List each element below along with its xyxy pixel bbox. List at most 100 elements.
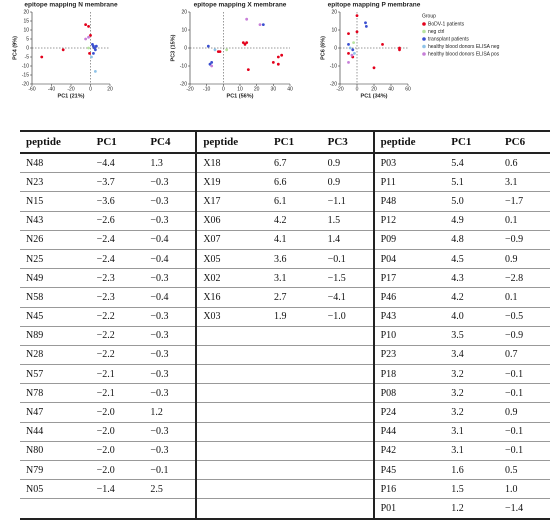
point — [258, 23, 262, 26]
table-cell: P12 — [372, 211, 446, 231]
table-cell: −0.1 — [498, 422, 550, 442]
table-cell: N15 — [20, 191, 91, 212]
point — [94, 44, 98, 48]
table-cell: −0.3 — [144, 307, 197, 327]
table-row: N15 −3.6 −0.3 X17 6.1 −1.1 P48 5.0 −1.7 — [20, 191, 550, 212]
table-cell: −2.4 — [90, 230, 145, 250]
table-cell: X19 — [195, 172, 268, 193]
table-cell: −0.4 — [144, 249, 197, 270]
point — [246, 68, 250, 71]
chart-title: epitope mapping N membrane — [24, 2, 118, 9]
point — [84, 37, 88, 41]
table-cell — [267, 441, 322, 462]
header-cell: PC4 — [144, 130, 197, 154]
table-cell: 4.8 — [445, 230, 499, 250]
table-cell: N47 — [20, 402, 91, 423]
header-cell: PC3 — [321, 130, 374, 154]
table-cell: 3.6 — [267, 249, 322, 270]
x-tick-label: -60 — [28, 86, 35, 92]
table-cell: 3.5 — [445, 326, 499, 346]
table-cell: −0.1 — [144, 460, 197, 481]
table-cell: −2.2 — [90, 326, 145, 346]
table-cell: 2.5 — [144, 479, 197, 500]
x-tick-label: 0 — [222, 86, 225, 92]
table-row: N89 −2.2 −0.3 P10 3.5 −0.9 — [20, 326, 550, 346]
table-cell: 0.9 — [321, 153, 374, 174]
table-cell — [267, 383, 322, 404]
table-cell — [321, 326, 374, 346]
table-cell: 1.5 — [445, 479, 499, 500]
point — [210, 64, 214, 68]
table-cell: N58 — [20, 287, 91, 308]
table-row: N25 −2.4 −0.4 X05 3.6 −0.1 P04 4.5 0.9 — [20, 249, 550, 270]
table-cell: N78 — [20, 383, 91, 404]
table-cell: −1.7 — [498, 191, 550, 212]
table-cell: X06 — [195, 211, 268, 231]
y-tick-label: 20 — [331, 9, 337, 15]
point — [93, 48, 97, 52]
point — [210, 61, 214, 64]
table-cell: X18 — [195, 153, 268, 174]
table-cell — [195, 422, 268, 442]
table-cell: −0.3 — [144, 211, 197, 231]
x-tick-label: -10 — [203, 86, 210, 92]
table-cell: 0.6 — [498, 153, 550, 174]
table-cell: −0.3 — [144, 383, 197, 404]
chart-title: epitope mapping P membrane — [328, 2, 421, 9]
table-cell: P10 — [372, 326, 446, 346]
table-cell: −1.1 — [321, 191, 374, 212]
point — [381, 43, 384, 46]
point — [243, 43, 247, 46]
table-cell: P17 — [372, 268, 446, 289]
table-cell: −2.0 — [90, 441, 145, 462]
point — [92, 52, 95, 55]
table-cell: −3.7 — [90, 172, 145, 193]
table-cell: −1.5 — [321, 268, 374, 289]
table-cell — [195, 345, 268, 366]
table-cell: P44 — [372, 422, 446, 442]
table-cell: P45 — [372, 460, 446, 481]
table-cell — [267, 422, 322, 442]
table-cell: −0.1 — [498, 364, 550, 385]
table-cell: −0.3 — [144, 345, 197, 366]
y-tick-label: -10 — [22, 63, 29, 69]
legend-label: BoDV-1 patients — [428, 21, 465, 27]
point — [88, 52, 91, 55]
table-cell: −0.1 — [498, 383, 550, 404]
table-row: N78 −2.1 −0.3 P08 3.2 −0.1 — [20, 383, 550, 404]
legend-marker — [422, 22, 426, 26]
table-cell — [321, 345, 374, 366]
point — [398, 46, 401, 50]
point — [84, 23, 88, 26]
point — [364, 21, 367, 25]
table-cell: 0.9 — [498, 249, 550, 270]
table-cell: 3.1 — [498, 172, 550, 193]
table-cell — [195, 364, 268, 385]
table-cell: P08 — [372, 383, 446, 404]
point — [245, 17, 249, 21]
table-cell: 0.1 — [498, 211, 550, 231]
point — [276, 55, 280, 59]
table-cell — [321, 460, 374, 481]
header-cell: PC1 — [267, 130, 322, 154]
x-tick-label: 10 — [237, 86, 243, 92]
table-cell — [267, 345, 322, 366]
point — [271, 61, 275, 64]
table-cell: P18 — [372, 364, 446, 385]
table-row: N57 −2.1 −0.3 P18 3.2 −0.1 — [20, 364, 550, 385]
table-cell: P03 — [372, 153, 446, 174]
table-cell: 5.1 — [445, 172, 499, 193]
point — [218, 50, 222, 53]
point — [280, 53, 284, 57]
table-cell: X02 — [195, 268, 268, 289]
x-tick-label: 60 — [405, 86, 411, 92]
table-row: N28 −2.2 −0.3 P23 3.4 0.7 — [20, 345, 550, 366]
point — [87, 46, 90, 50]
table-cell: X17 — [195, 191, 268, 212]
x-axis-label: PC1 (21%) — [58, 93, 85, 99]
table-cell: −2.0 — [90, 460, 145, 481]
table-cell: 0.9 — [321, 172, 374, 193]
legend-label: healthy blood donors ELISA neg — [428, 44, 500, 50]
point — [347, 52, 350, 55]
table-cell: −0.3 — [144, 191, 197, 212]
